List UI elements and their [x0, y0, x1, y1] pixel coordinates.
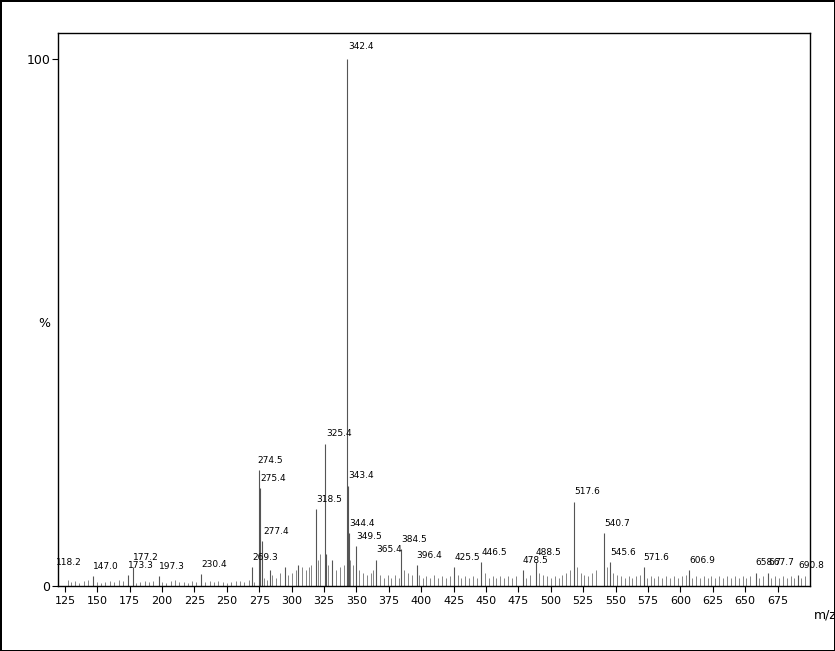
Text: 343.4: 343.4 [348, 471, 374, 480]
Text: 425.5: 425.5 [454, 553, 480, 562]
Text: 173.3: 173.3 [128, 561, 154, 570]
Text: 517.6: 517.6 [574, 488, 600, 496]
Text: 325.4: 325.4 [326, 430, 352, 438]
Text: 349.5: 349.5 [356, 532, 382, 541]
Text: 606.9: 606.9 [690, 556, 716, 565]
X-axis label: m/z: m/z [813, 608, 835, 621]
Text: 274.5: 274.5 [257, 456, 283, 465]
Text: 365.4: 365.4 [377, 546, 402, 554]
Text: 147.0: 147.0 [94, 562, 119, 571]
Text: 177.2: 177.2 [133, 553, 159, 562]
Text: 197.3: 197.3 [159, 562, 185, 571]
Text: 488.5: 488.5 [536, 548, 562, 557]
Text: 545.6: 545.6 [610, 548, 635, 557]
Text: 446.5: 446.5 [482, 548, 507, 557]
Text: 269.3: 269.3 [252, 553, 278, 562]
Text: 690.8: 690.8 [798, 561, 824, 570]
Text: 658.7: 658.7 [756, 559, 782, 568]
Text: 384.5: 384.5 [401, 534, 427, 544]
Text: 571.6: 571.6 [644, 553, 670, 562]
Text: 478.5: 478.5 [523, 556, 549, 565]
Text: 540.7: 540.7 [605, 519, 630, 528]
Text: 396.4: 396.4 [417, 551, 443, 560]
Text: 344.4: 344.4 [349, 519, 375, 528]
Text: 342.4: 342.4 [348, 42, 373, 51]
Text: 667.7: 667.7 [768, 559, 794, 568]
Text: 318.5: 318.5 [316, 495, 342, 505]
Text: 275.4: 275.4 [261, 474, 286, 483]
Text: 118.2: 118.2 [56, 559, 82, 568]
Text: 277.4: 277.4 [263, 527, 289, 536]
Text: 230.4: 230.4 [201, 560, 227, 569]
